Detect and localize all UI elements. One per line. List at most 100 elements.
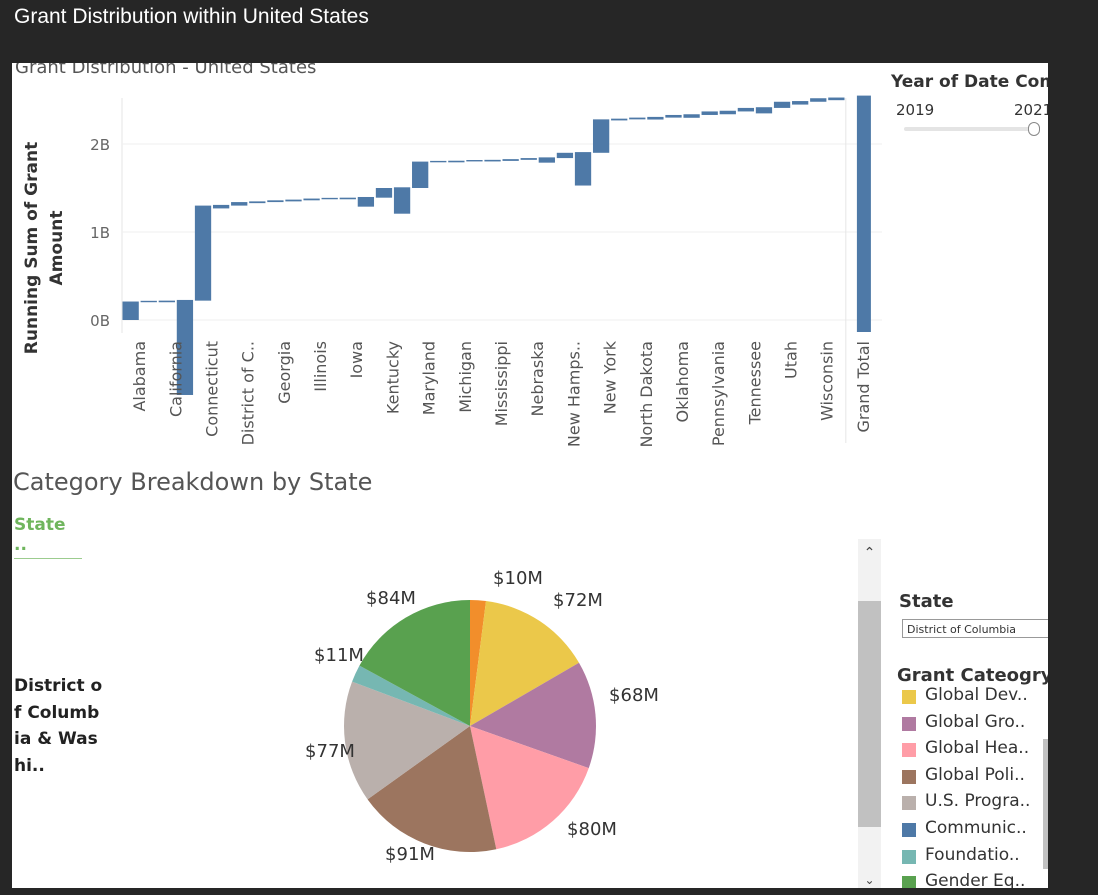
- waterfall-bar[interactable]: [231, 202, 248, 206]
- waterfall-bar[interactable]: [520, 158, 537, 160]
- legend-item[interactable]: Foundatio..: [902, 844, 1042, 870]
- legend-swatch: [902, 690, 916, 704]
- pie-slice[interactable]: [470, 600, 487, 726]
- waterfall-bar-step[interactable]: [430, 160, 447, 163]
- legend-label: U.S. Progra..: [925, 791, 1031, 812]
- waterfall-bar-step[interactable]: [792, 101, 809, 105]
- waterfall-bar-step[interactable]: [357, 196, 375, 207]
- waterfall-y-axis-label: Running Sum of Grant: [22, 142, 42, 354]
- waterfall-bar[interactable]: [484, 159, 501, 162]
- pie-slice[interactable]: [470, 662, 596, 769]
- legend-item[interactable]: U.S. Progra..: [902, 790, 1042, 816]
- waterfall-bar[interactable]: [810, 98, 827, 102]
- x-tick-label: Mississippi: [492, 341, 511, 426]
- legend-item[interactable]: Global Poli..: [902, 764, 1042, 790]
- scroll-down-arrow-icon[interactable]: ⌄: [864, 873, 875, 887]
- waterfall-bar[interactable]: [158, 300, 175, 303]
- legend-label: Gender Eq..: [925, 871, 1026, 888]
- category-pie-chart[interactable]: $10M $72M $68M $80M $91M $77M $11M $84M: [262, 558, 682, 888]
- waterfall-bar[interactable]: [303, 198, 320, 201]
- year-slider-track[interactable]: [904, 127, 1036, 131]
- legend-item[interactable]: Global Hea..: [902, 737, 1042, 763]
- legend-scrollbar[interactable]: [1043, 739, 1048, 869]
- waterfall-gridlines: [121, 98, 882, 443]
- waterfall-bar[interactable]: [267, 200, 284, 203]
- pie-labels: $10M $72M $68M $80M $91M $77M $11M $84M: [305, 568, 659, 865]
- legend-label: Global Gro..: [925, 711, 1026, 732]
- waterfall-bar-step[interactable]: [574, 152, 592, 186]
- legend-item[interactable]: Global Gro..: [902, 711, 1042, 737]
- year-slider-max: 2021: [1014, 101, 1048, 119]
- y-tick-label: 2B: [90, 136, 110, 154]
- waterfall-bar[interactable]: [556, 152, 574, 159]
- scroll-up-arrow-icon[interactable]: ⌃: [863, 545, 876, 561]
- x-tick-label: Alabama: [130, 341, 149, 412]
- waterfall-bar[interactable]: [629, 117, 646, 120]
- x-tick-label: District of C..: [239, 341, 258, 445]
- legend-swatch: [902, 769, 916, 784]
- title-bar: Grant Distribution within United States: [0, 0, 1098, 62]
- year-slider-handle[interactable]: [1028, 122, 1040, 136]
- legend-item[interactable]: Gender Eq..: [902, 870, 1042, 888]
- waterfall-bar-step[interactable]: [647, 116, 664, 120]
- waterfall-bar[interactable]: [701, 111, 718, 115]
- x-tick-label: Michigan: [456, 341, 475, 413]
- pie-slice[interactable]: [367, 726, 497, 852]
- waterfall-bar-step[interactable]: [466, 160, 483, 162]
- waterfall-bar-step[interactable]: [683, 114, 700, 118]
- waterfall-bar[interactable]: [448, 160, 465, 163]
- waterfall-bar-step[interactable]: [393, 187, 411, 214]
- y-tick-label: 0B: [90, 312, 110, 330]
- x-tick-label: Oklahoma: [673, 341, 692, 422]
- pie-scrollbar-thumb[interactable]: [858, 601, 881, 827]
- waterfall-bar[interactable]: [592, 119, 610, 153]
- waterfall-bar-step[interactable]: [719, 110, 736, 115]
- x-tick-label: Pennsylvania: [709, 341, 728, 446]
- pie-slice[interactable]: [470, 726, 589, 850]
- waterfall-bar[interactable]: [194, 205, 212, 301]
- waterfall-chart[interactable]: Alabama California Connecticut District of …: [12, 63, 892, 463]
- x-tick-label: Illinois: [311, 341, 330, 392]
- waterfall-bar-step[interactable]: [502, 159, 519, 161]
- pie-slice[interactable]: [470, 601, 579, 726]
- waterfall-bar[interactable]: [773, 101, 791, 108]
- waterfall-bar[interactable]: [122, 301, 139, 320]
- waterfall-bar-step[interactable]: [212, 204, 230, 209]
- legend-item[interactable]: Global Dev..: [902, 684, 1042, 710]
- state-filter-select[interactable]: District of Columbia: [902, 619, 1048, 638]
- x-tick-label: California: [166, 341, 185, 417]
- waterfall-bar-step[interactable]: [755, 107, 773, 114]
- x-tick-label: Nebraska: [528, 341, 547, 416]
- waterfall-bar-step[interactable]: [249, 201, 266, 204]
- legend-swatch: [902, 796, 916, 811]
- pie-slice[interactable]: [352, 665, 470, 726]
- waterfall-bar-step[interactable]: [321, 197, 338, 200]
- category-legend: Global Dev.. Global Gro.. Global Hea.. Glob…: [902, 683, 1042, 888]
- y-tick-label: 1B: [90, 224, 110, 242]
- waterfall-title-clipped: Grant Distribution - United States: [15, 63, 317, 78]
- waterfall-bar-step[interactable]: [538, 157, 555, 163]
- waterfall-bar[interactable]: [375, 188, 393, 198]
- state-header-link[interactable]: State ..: [14, 515, 82, 559]
- pie-value-label: $68M: [609, 685, 659, 706]
- pie-value-label: $72M: [553, 590, 603, 611]
- grand-total-bar[interactable]: [856, 95, 871, 332]
- waterfall-bar-step[interactable]: [140, 300, 157, 303]
- waterfall-bar[interactable]: [412, 161, 429, 188]
- legend-swatch: [902, 876, 916, 888]
- legend-item[interactable]: Communic..: [902, 817, 1042, 843]
- legend-swatch: [902, 743, 916, 758]
- waterfall-bar[interactable]: [665, 114, 682, 118]
- waterfall-bar-step[interactable]: [828, 97, 845, 101]
- waterfall-bar-step[interactable]: [176, 299, 194, 395]
- legend-label: Global Poli..: [925, 764, 1025, 785]
- pie-slice[interactable]: [344, 681, 470, 800]
- waterfall-bar-step[interactable]: [285, 199, 302, 202]
- legend-label: Global Dev..: [925, 685, 1028, 705]
- waterfall-bars: [122, 95, 871, 395]
- pie-value-label: $84M: [366, 588, 416, 609]
- waterfall-bar[interactable]: [339, 197, 356, 200]
- waterfall-bar[interactable]: [737, 107, 755, 112]
- pie-slice[interactable]: [359, 600, 470, 726]
- waterfall-bar-step[interactable]: [611, 118, 628, 121]
